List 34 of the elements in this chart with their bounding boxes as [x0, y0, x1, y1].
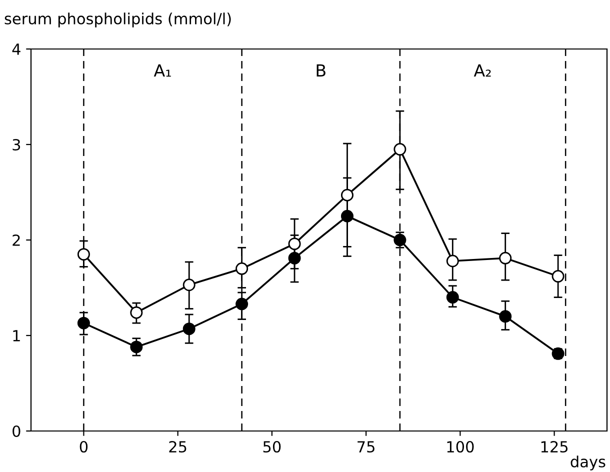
point — [446, 254, 459, 268]
point — [499, 310, 512, 323]
point — [236, 262, 248, 275]
y-axis-title: serum phospholipids (mmol/l) — [4, 12, 231, 28]
point — [288, 252, 301, 264]
point — [130, 306, 143, 319]
point — [340, 188, 354, 202]
point — [288, 238, 301, 250]
y-tick-label: 3 — [12, 138, 20, 151]
x-tick-label: 0 — [80, 440, 88, 453]
point — [182, 322, 196, 336]
x-tick-label: 100 — [447, 440, 474, 453]
point — [552, 270, 564, 283]
x-tick-label: 25 — [169, 440, 186, 453]
y-tick-label: 1 — [13, 330, 20, 342]
point — [182, 278, 196, 292]
y-tick-label: 2 — [12, 234, 20, 246]
y-tick-label: 0 — [12, 425, 20, 438]
x-tick-label: 50 — [263, 440, 281, 453]
y-tick-label: 4 — [12, 44, 20, 55]
point — [446, 291, 459, 304]
point — [77, 248, 90, 261]
point — [499, 252, 512, 264]
annotation: A₂ — [474, 64, 491, 77]
point — [77, 316, 90, 330]
x-tick-label: 75 — [358, 441, 374, 453]
point — [394, 143, 406, 156]
point — [130, 340, 143, 354]
point — [236, 298, 248, 310]
annotation: A₁ — [154, 64, 171, 77]
annotation: B — [316, 64, 326, 77]
point — [340, 210, 354, 222]
x-axis-title: days — [570, 456, 606, 470]
x-tick-label: 125 — [541, 440, 568, 453]
